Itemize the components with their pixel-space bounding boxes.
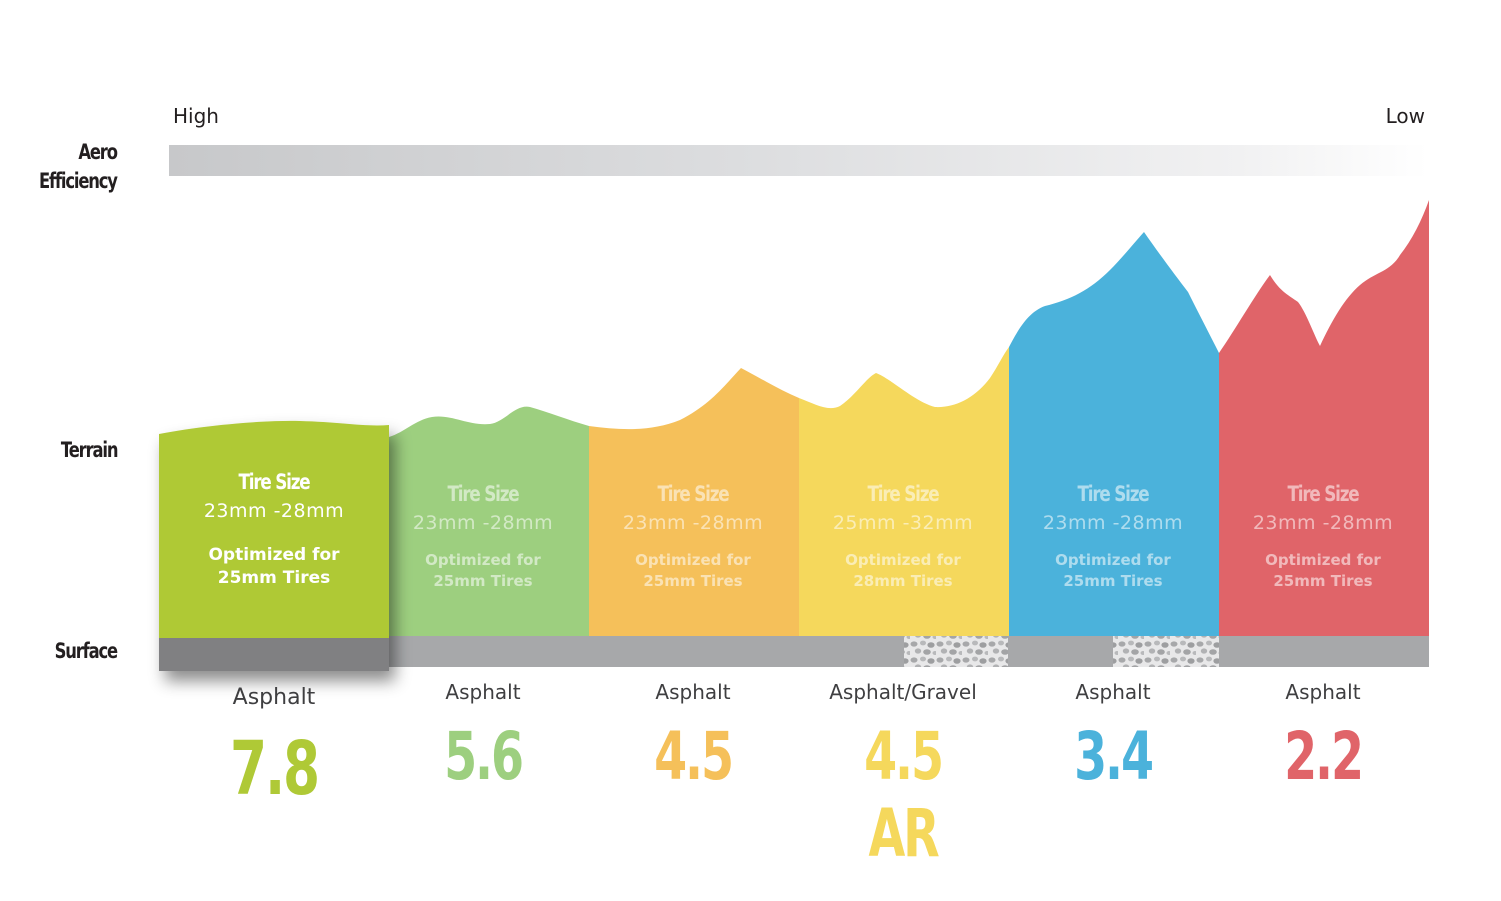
terrain-column-3	[589, 368, 799, 636]
tire-size-range: 25mm -32mm	[832, 512, 974, 534]
surface-type-2: Asphalt	[445, 680, 521, 704]
terrain-label: Terrain	[60, 438, 119, 462]
surface-strip-highlight	[159, 638, 389, 671]
surface-type-5: Asphalt	[1075, 680, 1151, 704]
gravel-patch-2	[1113, 636, 1219, 667]
terrain-column-4	[799, 347, 1009, 636]
tire-size-title: Tire Size	[447, 482, 520, 506]
optimized-note: Optimized for 28mm Tires	[845, 551, 961, 590]
tire-size-range: 23mm -28mm	[412, 512, 554, 534]
tire-size-range: 23mm -28mm	[622, 512, 764, 534]
aero-rating-6: 2.2	[1284, 718, 1364, 795]
terrain-column-5	[1009, 232, 1219, 636]
aero-high-label: High	[173, 104, 219, 128]
optimized-note: Optimized for 25mm Tires	[425, 551, 541, 590]
wheel-card-1: Tire Size 23mm -28mm Optimized for 25mm …	[169, 470, 379, 590]
gravel-patch-1	[904, 636, 1008, 667]
aero-gradient-bar	[169, 145, 1428, 176]
tire-size-range: 23mm -28mm	[1252, 512, 1394, 534]
optimized-note: Optimized for 25mm Tires	[208, 545, 340, 588]
surface-label: Surface	[54, 639, 119, 663]
wheel-card-6: Tire Size 23mm -28mm Optimized for 25mm …	[1218, 482, 1428, 592]
wheel-card-3: Tire Size 23mm -28mm Optimized for 25mm …	[588, 482, 798, 592]
tire-size-title: Tire Size	[657, 482, 730, 506]
aero-efficiency-label: Aero Efficiency	[39, 140, 118, 193]
wheel-card-5: Tire Size 23mm -28mm Optimized for 25mm …	[1008, 482, 1218, 592]
tire-size-title: Tire Size	[867, 482, 940, 506]
surface-type-4: Asphalt/Gravel	[829, 680, 977, 704]
terrain-column-6	[1219, 200, 1429, 636]
aero-rating-4: 4.5 AR	[864, 718, 944, 872]
surface-type-1: Asphalt	[232, 685, 316, 710]
aero-low-label: Low	[1385, 104, 1425, 128]
optimized-note: Optimized for 25mm Tires	[635, 551, 751, 590]
wheel-card-2: Tire Size 23mm -28mm Optimized for 25mm …	[378, 482, 588, 592]
optimized-note: Optimized for 25mm Tires	[1265, 551, 1381, 590]
aero-rating-3: 4.5	[654, 718, 734, 795]
tire-size-range: 23mm -28mm	[203, 500, 345, 522]
surface-type-3: Asphalt	[655, 680, 731, 704]
aero-rating-5: 3.4	[1074, 718, 1154, 795]
tire-size-title: Tire Size	[238, 470, 311, 494]
surface-type-6: Asphalt	[1285, 680, 1361, 704]
tire-size-title: Tire Size	[1077, 482, 1150, 506]
terrain-column-2	[389, 406, 589, 636]
tire-size-title: Tire Size	[1287, 482, 1360, 506]
tire-size-range: 23mm -28mm	[1042, 512, 1184, 534]
wheel-card-4: Tire Size 25mm -32mm Optimized for 28mm …	[798, 482, 1008, 592]
optimized-note: Optimized for 25mm Tires	[1055, 551, 1171, 590]
aero-rating-1: 7.8	[230, 726, 320, 812]
terrain-column-1	[159, 420, 389, 671]
aero-rating-2: 5.6	[444, 718, 524, 795]
